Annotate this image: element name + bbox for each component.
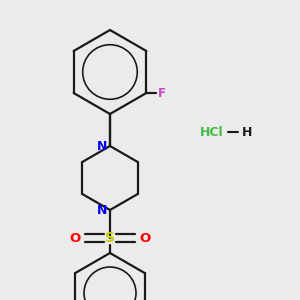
Text: O: O [69, 232, 81, 244]
Text: F: F [158, 86, 166, 100]
Text: N: N [97, 203, 107, 217]
Text: H: H [242, 125, 252, 139]
Text: HCl: HCl [200, 125, 224, 139]
Text: N: N [97, 140, 107, 152]
Text: S: S [105, 231, 115, 245]
Text: O: O [140, 232, 151, 244]
